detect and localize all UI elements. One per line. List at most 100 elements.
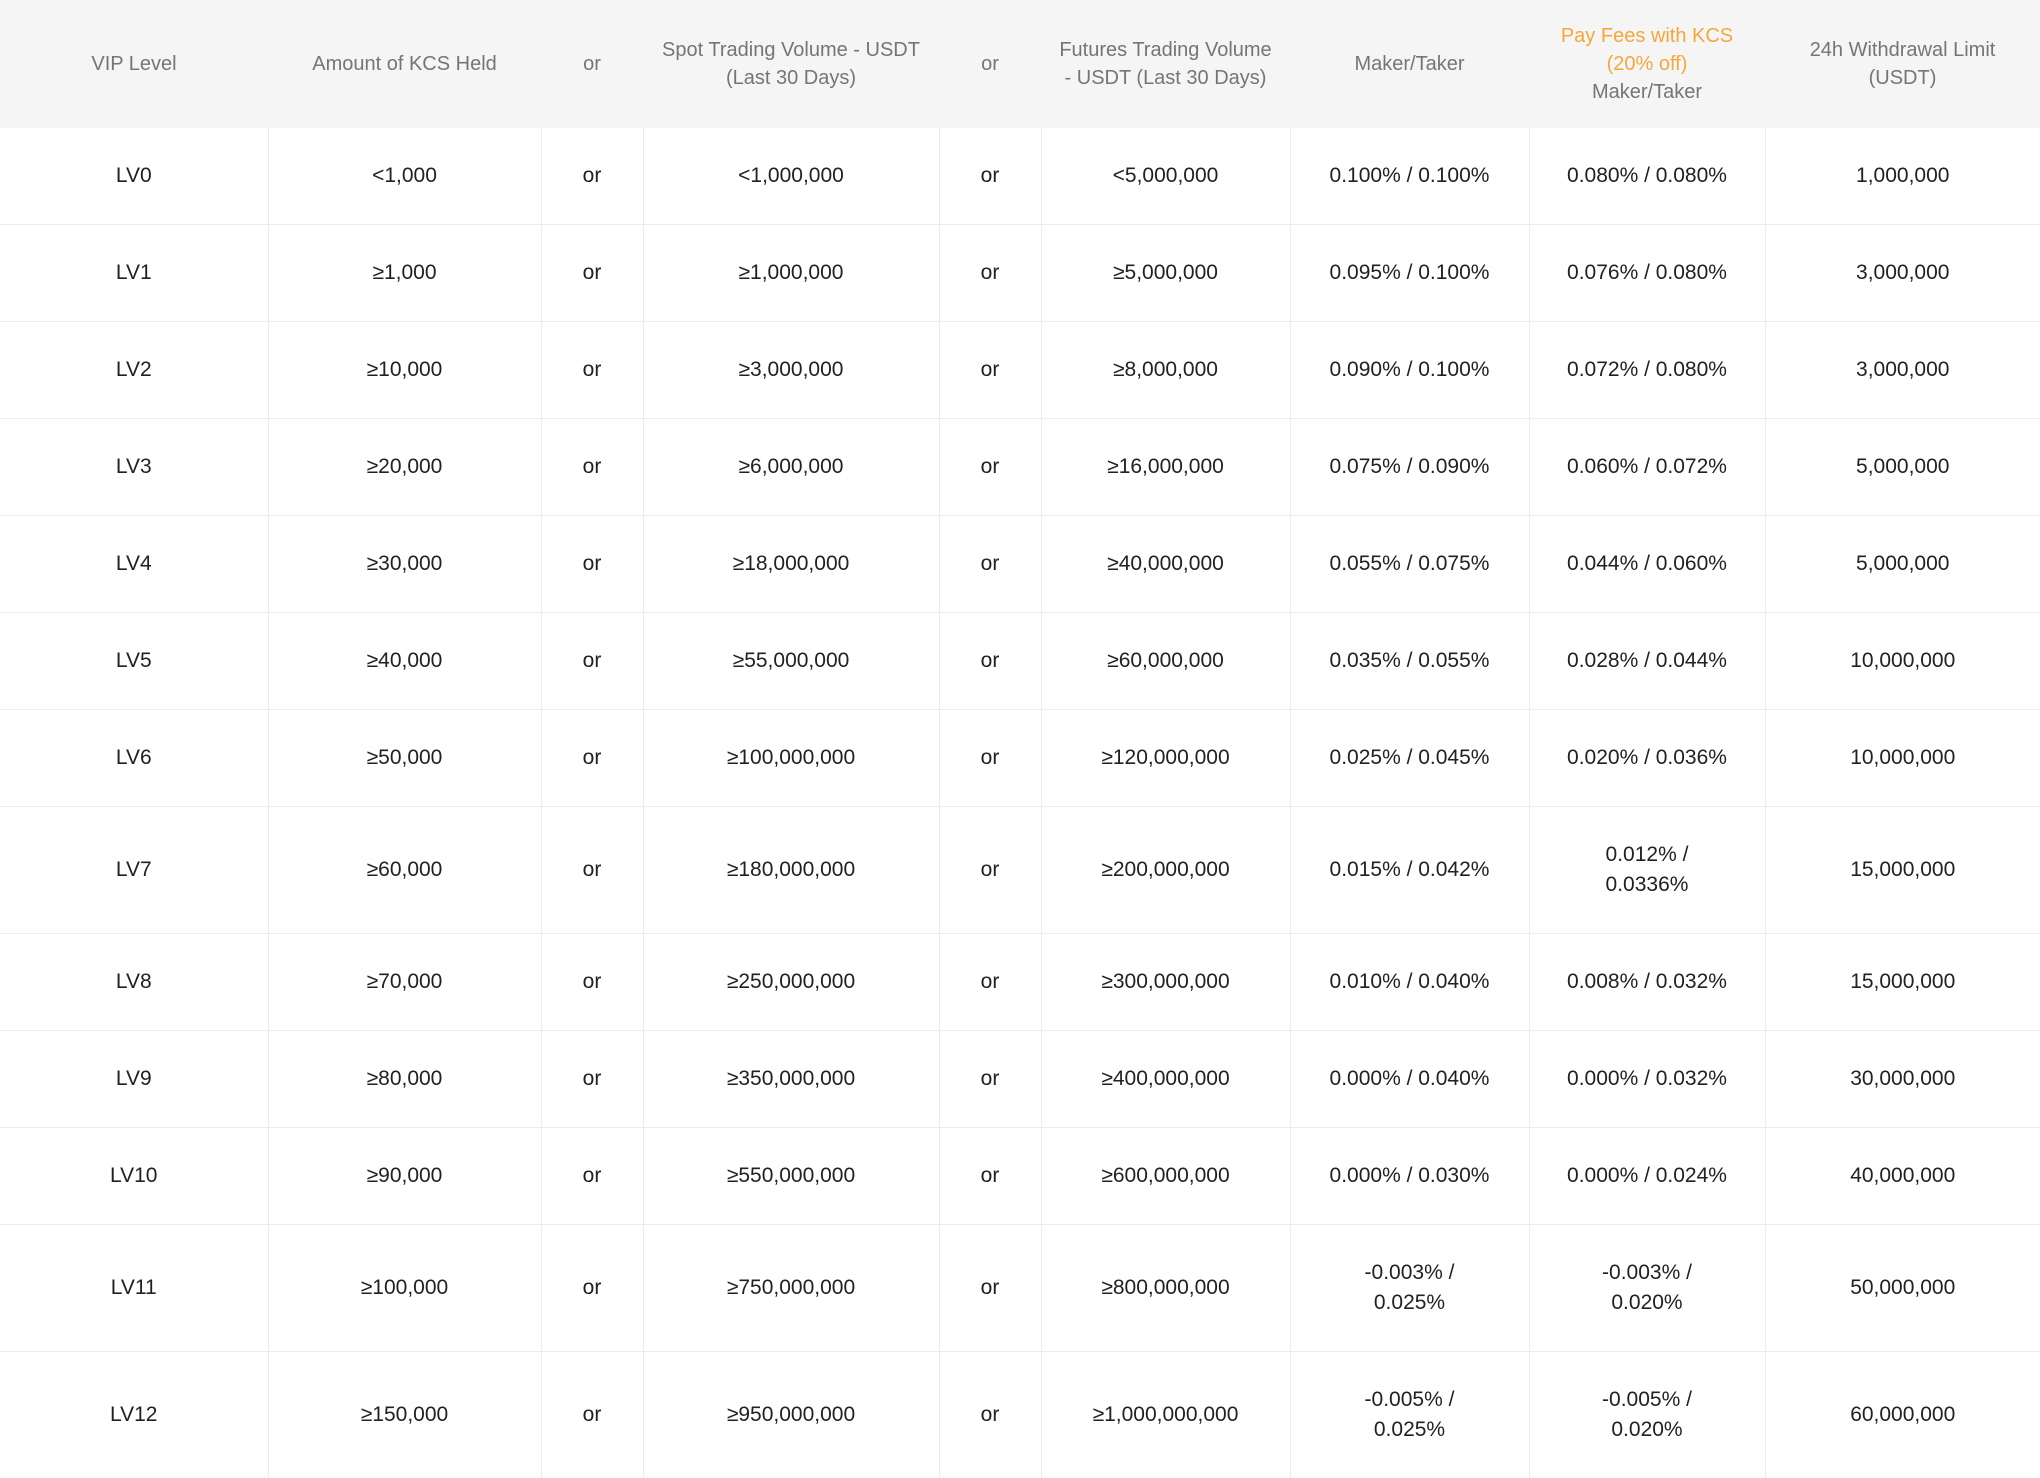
cell-spot: ≥250,000,000	[643, 934, 939, 1031]
cell-or2: or	[939, 419, 1041, 516]
cell-futures: ≥400,000,000	[1041, 1031, 1290, 1128]
cell-spot: ≥550,000,000	[643, 1128, 939, 1225]
cell-kcs-fee: 0.060% / 0.072%	[1529, 419, 1765, 516]
cell-or1: or	[541, 322, 643, 419]
cell-level: LV2	[0, 322, 268, 419]
cell-or1: or	[541, 807, 643, 934]
cell-spot: ≥750,000,000	[643, 1225, 939, 1352]
cell-futures: ≥40,000,000	[1041, 516, 1290, 613]
cell-or1: or	[541, 419, 643, 516]
cell-maker-taker: 0.010% / 0.040%	[1290, 934, 1529, 1031]
cell-or2: or	[939, 613, 1041, 710]
cell-level: LV5	[0, 613, 268, 710]
cell-kcs: ≥40,000	[268, 613, 541, 710]
cell-level: LV7	[0, 807, 268, 934]
col-header-or-1: or	[541, 0, 643, 128]
pay-fees-kcs-accent-label: Pay Fees with KCS (20% off)	[1547, 22, 1747, 78]
header-row: VIP Level Amount of KCS Held or Spot Tra…	[0, 0, 2040, 128]
cell-kcs: ≥90,000	[268, 1128, 541, 1225]
cell-or2: or	[939, 1128, 1041, 1225]
cell-maker-taker: 0.000% / 0.030%	[1290, 1128, 1529, 1225]
cell-or1: or	[541, 225, 643, 322]
cell-level: LV1	[0, 225, 268, 322]
cell-kcs-fee: 0.028% / 0.044%	[1529, 613, 1765, 710]
col-header-futures-volume: Futures Trading Volume - USDT (Last 30 D…	[1041, 0, 1290, 128]
col-header-maker-taker: Maker/Taker	[1290, 0, 1529, 128]
cell-kcs: ≥60,000	[268, 807, 541, 934]
cell-maker-taker: 0.025% / 0.045%	[1290, 710, 1529, 807]
cell-withdrawal: 15,000,000	[1765, 807, 2040, 934]
cell-or1: or	[541, 516, 643, 613]
cell-maker-taker: 0.000% / 0.040%	[1290, 1031, 1529, 1128]
cell-kcs: ≥80,000	[268, 1031, 541, 1128]
cell-kcs: ≥10,000	[268, 322, 541, 419]
cell-spot: ≥55,000,000	[643, 613, 939, 710]
cell-withdrawal: 1,000,000	[1765, 128, 2040, 225]
col-header-or-2: or	[939, 0, 1041, 128]
cell-kcs-fee: 0.072% / 0.080%	[1529, 322, 1765, 419]
cell-maker-taker: 0.055% / 0.075%	[1290, 516, 1529, 613]
cell-spot: <1,000,000	[643, 128, 939, 225]
cell-level: LV4	[0, 516, 268, 613]
cell-kcs: <1,000	[268, 128, 541, 225]
cell-withdrawal: 5,000,000	[1765, 516, 2040, 613]
cell-withdrawal: 10,000,000	[1765, 613, 2040, 710]
cell-futures: ≥600,000,000	[1041, 1128, 1290, 1225]
col-header-pay-fees-kcs: Pay Fees with KCS (20% off) Maker/Taker	[1529, 0, 1765, 128]
cell-level: LV6	[0, 710, 268, 807]
cell-maker-taker: 0.075% / 0.090%	[1290, 419, 1529, 516]
cell-withdrawal: 3,000,000	[1765, 225, 2040, 322]
cell-kcs-fee: 0.000% / 0.024%	[1529, 1128, 1765, 1225]
cell-or1: or	[541, 613, 643, 710]
cell-kcs: ≥150,000	[268, 1352, 541, 1478]
cell-kcs: ≥30,000	[268, 516, 541, 613]
cell-level: LV0	[0, 128, 268, 225]
cell-maker-taker: 0.015% / 0.042%	[1290, 807, 1529, 934]
cell-spot: ≥3,000,000	[643, 322, 939, 419]
cell-or2: or	[939, 128, 1041, 225]
cell-or2: or	[939, 516, 1041, 613]
cell-or1: or	[541, 1128, 643, 1225]
cell-futures: ≥1,000,000,000	[1041, 1352, 1290, 1478]
cell-futures: ≥5,000,000	[1041, 225, 1290, 322]
cell-kcs: ≥50,000	[268, 710, 541, 807]
cell-futures: ≥16,000,000	[1041, 419, 1290, 516]
cell-or2: or	[939, 1352, 1041, 1478]
cell-kcs-fee: -0.003% / 0.020%	[1529, 1225, 1765, 1352]
cell-level: LV11	[0, 1225, 268, 1352]
cell-futures: ≥800,000,000	[1041, 1225, 1290, 1352]
cell-withdrawal: 30,000,000	[1765, 1031, 2040, 1128]
cell-level: LV12	[0, 1352, 268, 1478]
cell-futures: ≥8,000,000	[1041, 322, 1290, 419]
cell-kcs: ≥1,000	[268, 225, 541, 322]
table-header: VIP Level Amount of KCS Held or Spot Tra…	[0, 0, 2040, 128]
cell-withdrawal: 5,000,000	[1765, 419, 2040, 516]
cell-spot: ≥1,000,000	[643, 225, 939, 322]
cell-spot: ≥100,000,000	[643, 710, 939, 807]
cell-futures: ≥200,000,000	[1041, 807, 1290, 934]
col-header-kcs-held: Amount of KCS Held	[268, 0, 541, 128]
cell-kcs: ≥20,000	[268, 419, 541, 516]
cell-kcs-fee: 0.076% / 0.080%	[1529, 225, 1765, 322]
cell-or1: or	[541, 1031, 643, 1128]
cell-futures: ≥120,000,000	[1041, 710, 1290, 807]
cell-or2: or	[939, 1031, 1041, 1128]
cell-spot: ≥180,000,000	[643, 807, 939, 934]
cell-kcs-fee: 0.044% / 0.060%	[1529, 516, 1765, 613]
cell-or2: or	[939, 710, 1041, 807]
cell-maker-taker: 0.035% / 0.055%	[1290, 613, 1529, 710]
cell-kcs-fee: 0.020% / 0.036%	[1529, 710, 1765, 807]
cell-withdrawal: 50,000,000	[1765, 1225, 2040, 1352]
cell-kcs: ≥70,000	[268, 934, 541, 1031]
